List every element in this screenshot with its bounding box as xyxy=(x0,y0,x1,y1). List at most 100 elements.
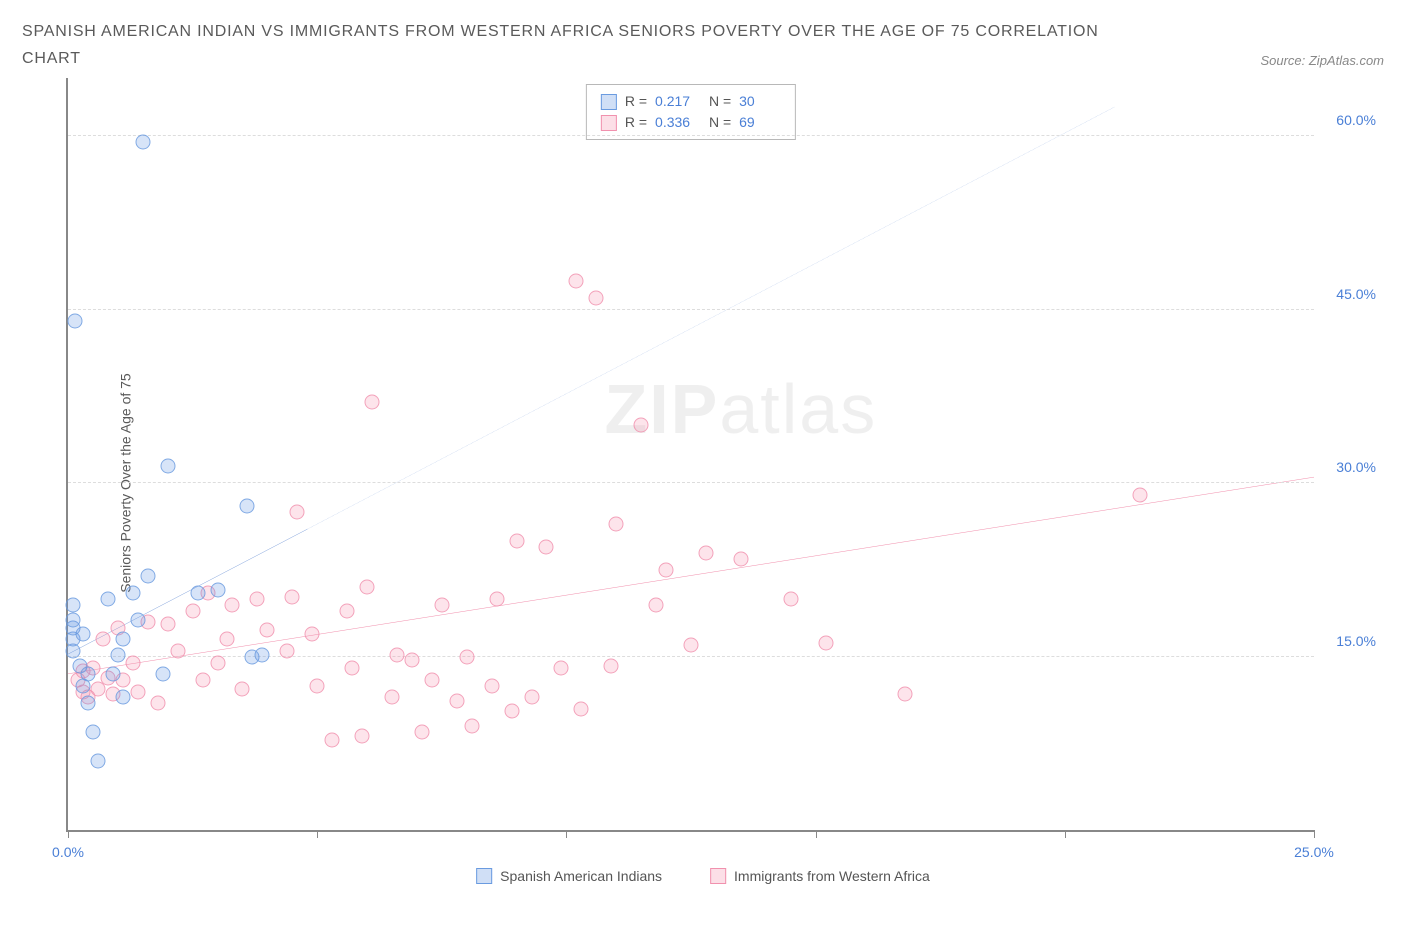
point-blue xyxy=(240,499,255,514)
point-pink xyxy=(285,589,300,604)
y-tick-label: 30.0% xyxy=(1336,459,1376,475)
x-tick xyxy=(317,830,318,838)
y-tick-label: 60.0% xyxy=(1336,112,1376,128)
swatch-blue xyxy=(601,94,617,110)
point-pink xyxy=(389,647,404,662)
chart-header: SPANISH AMERICAN INDIAN VS IMMIGRANTS FR… xyxy=(22,18,1384,72)
point-pink xyxy=(305,626,320,641)
point-pink xyxy=(170,644,185,659)
point-blue xyxy=(125,586,140,601)
point-pink xyxy=(360,580,375,595)
r-label: R = xyxy=(625,91,647,112)
point-blue xyxy=(80,696,95,711)
y-tick-label: 45.0% xyxy=(1336,286,1376,302)
gridline-h xyxy=(68,309,1314,310)
point-blue xyxy=(135,135,150,150)
point-pink xyxy=(125,655,140,670)
point-pink xyxy=(459,649,474,664)
point-pink xyxy=(574,701,589,716)
point-pink xyxy=(424,672,439,687)
x-tick xyxy=(816,830,817,838)
chart-area: Seniors Poverty Over the Age of 75 ZIPat… xyxy=(22,78,1384,888)
point-pink xyxy=(414,725,429,740)
point-pink xyxy=(434,597,449,612)
point-pink xyxy=(250,592,265,607)
point-blue xyxy=(140,568,155,583)
point-pink xyxy=(160,617,175,632)
point-pink xyxy=(1132,487,1147,502)
point-pink xyxy=(659,563,674,578)
point-blue xyxy=(115,690,130,705)
point-pink xyxy=(290,505,305,520)
stats-legend: R = 0.217 N = 30 R = 0.336 N = 69 xyxy=(586,84,796,140)
point-blue xyxy=(190,586,205,601)
point-blue xyxy=(105,667,120,682)
point-blue xyxy=(115,632,130,647)
x-tick xyxy=(1314,830,1315,838)
gridline-h xyxy=(68,135,1314,136)
swatch-blue xyxy=(476,868,492,884)
point-pink xyxy=(310,678,325,693)
point-pink xyxy=(649,597,664,612)
point-pink xyxy=(539,539,554,554)
stats-row-pink: R = 0.336 N = 69 xyxy=(601,112,781,133)
point-pink xyxy=(365,395,380,410)
point-pink xyxy=(783,592,798,607)
point-pink xyxy=(589,291,604,306)
point-blue xyxy=(68,314,83,329)
point-blue xyxy=(255,647,270,662)
point-pink xyxy=(504,704,519,719)
point-pink xyxy=(355,728,370,743)
series-legend: Spanish American Indians Immigrants from… xyxy=(476,868,930,884)
point-pink xyxy=(195,672,210,687)
point-pink xyxy=(464,719,479,734)
point-pink xyxy=(280,644,295,659)
point-pink xyxy=(634,418,649,433)
legend-label-pink: Immigrants from Western Africa xyxy=(734,868,930,884)
n-label: N = xyxy=(705,112,731,133)
point-blue xyxy=(65,612,80,627)
point-pink xyxy=(220,632,235,647)
point-pink xyxy=(698,545,713,560)
point-pink xyxy=(484,678,499,693)
point-pink xyxy=(185,603,200,618)
x-tick xyxy=(68,830,69,838)
r-label: R = xyxy=(625,112,647,133)
point-pink xyxy=(235,682,250,697)
point-blue xyxy=(160,458,175,473)
point-pink xyxy=(569,273,584,288)
point-pink xyxy=(210,655,225,670)
point-pink xyxy=(509,534,524,549)
point-blue xyxy=(130,612,145,627)
point-pink xyxy=(554,661,569,676)
point-blue xyxy=(85,725,100,740)
point-pink xyxy=(609,516,624,531)
point-pink xyxy=(340,603,355,618)
legend-item-blue: Spanish American Indians xyxy=(476,868,662,884)
point-pink xyxy=(150,696,165,711)
point-pink xyxy=(95,632,110,647)
source-attribution: Source: ZipAtlas.com xyxy=(1260,53,1384,72)
point-pink xyxy=(684,638,699,653)
n-value-pink: 69 xyxy=(739,112,781,133)
swatch-pink xyxy=(601,115,617,131)
point-blue xyxy=(80,667,95,682)
r-value-pink: 0.336 xyxy=(655,112,697,133)
legend-label-blue: Spanish American Indians xyxy=(500,868,662,884)
r-value-blue: 0.217 xyxy=(655,91,697,112)
point-pink xyxy=(325,733,340,748)
point-pink xyxy=(733,551,748,566)
point-pink xyxy=(345,661,360,676)
x-tick xyxy=(566,830,567,838)
point-blue xyxy=(110,647,125,662)
point-pink xyxy=(818,635,833,650)
point-pink xyxy=(489,592,504,607)
point-pink xyxy=(225,597,240,612)
x-tick xyxy=(1065,830,1066,838)
n-value-blue: 30 xyxy=(739,91,781,112)
plot-region: ZIPatlas R = 0.217 N = 30 R = 0.336 N = … xyxy=(66,78,1314,832)
point-pink xyxy=(524,690,539,705)
point-pink xyxy=(404,653,419,668)
point-blue xyxy=(210,582,225,597)
n-label: N = xyxy=(705,91,731,112)
